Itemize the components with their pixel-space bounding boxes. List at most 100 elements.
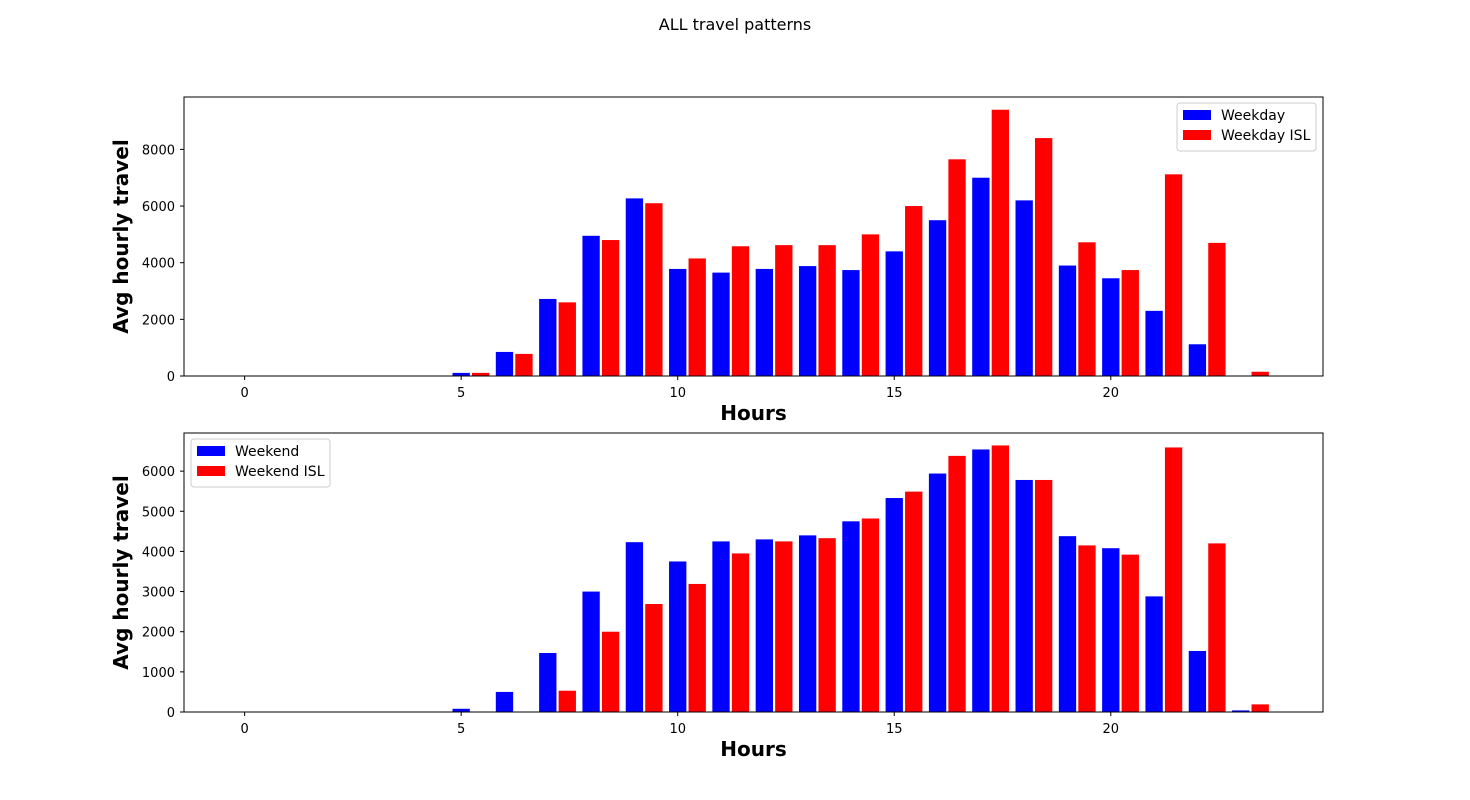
y-tick-label: 5000 <box>142 505 175 520</box>
series-weekend <box>452 449 1250 712</box>
bar-weekday-isl-9 <box>645 203 663 376</box>
legend: Weekday Weekday ISL <box>1176 102 1317 152</box>
bar-weekend-7 <box>539 652 557 712</box>
x-tick-label: 0 <box>240 386 248 401</box>
bar-weekday-17 <box>972 177 990 376</box>
bar-weekend-isl-21 <box>1164 447 1183 712</box>
x-tick-label: 20 <box>1103 722 1120 737</box>
bar-weekend-isl-8 <box>601 631 620 712</box>
figure-title: ALL travel patterns <box>659 15 811 34</box>
bar-weekend-isl-20 <box>1121 554 1139 712</box>
series-weekday <box>452 177 1207 376</box>
bar-weekday-isl-8 <box>601 240 620 376</box>
x-axis-label: Hours <box>720 401 786 425</box>
bar-weekday-16 <box>928 220 947 376</box>
bar-weekday-isl-22 <box>1208 242 1226 376</box>
bar-weekday-13 <box>798 266 817 376</box>
bar-weekday-15 <box>885 251 903 376</box>
x-tick-label: 15 <box>886 386 903 401</box>
bar-weekday-isl-19 <box>1078 242 1096 376</box>
bar-weekday-6 <box>495 351 514 376</box>
bar-weekend-isl-10 <box>688 583 706 712</box>
bar-weekend-isl-11 <box>731 553 750 712</box>
x-tick-label: 10 <box>669 386 686 401</box>
bar-weekday-isl-13 <box>818 245 836 376</box>
bar-weekend-21 <box>1145 596 1163 712</box>
bar-weekend-13 <box>798 535 817 712</box>
x-tick-label: 15 <box>886 722 903 737</box>
y-tick-label: 1000 <box>142 666 175 681</box>
y-axis-label: Avg hourly travel <box>109 139 133 333</box>
bar-weekend-isl-15 <box>905 491 923 712</box>
legend-swatch <box>1183 110 1211 120</box>
bar-weekday-19 <box>1058 265 1077 376</box>
legend-swatch <box>1183 130 1211 140</box>
bar-weekday-isl-10 <box>688 258 706 376</box>
bar-weekend-isl-12 <box>775 541 793 712</box>
bar-weekday-20 <box>1102 278 1120 376</box>
legend-swatch <box>197 446 225 456</box>
x-axis-label: Hours <box>720 737 786 761</box>
y-tick-label: 0 <box>167 370 175 385</box>
y-tick-label: 6000 <box>142 465 175 480</box>
bar-weekend-12 <box>755 539 773 712</box>
bar-weekday-isl-5 <box>471 372 490 376</box>
bar-weekday-7 <box>539 298 557 376</box>
x-tick-label: 5 <box>457 386 465 401</box>
legend-label: Weekday ISL <box>1221 128 1311 144</box>
bar-weekday-12 <box>755 268 773 376</box>
bar-weekend-isl-23 <box>1251 704 1269 712</box>
series-weekend-isl <box>558 445 1269 712</box>
bar-weekday-isl-11 <box>731 246 750 376</box>
legend-label: Weekend <box>235 444 299 460</box>
bar-weekday-isl-14 <box>861 234 880 376</box>
bar-weekday-isl-17 <box>991 109 1010 377</box>
bar-weekend-isl-22 <box>1208 543 1226 712</box>
bar-weekday-isl-6 <box>515 353 533 376</box>
y-tick-label: 3000 <box>142 586 175 601</box>
y-tick-label: 2000 <box>142 626 175 641</box>
bar-weekday-isl-20 <box>1121 270 1139 376</box>
x-tick-label: 10 <box>669 722 686 737</box>
legend-label: Weekday <box>1221 108 1285 124</box>
y-tick-label: 8000 <box>142 143 175 158</box>
bar-weekday-11 <box>712 272 730 376</box>
bar-weekend-14 <box>842 521 860 712</box>
bar-weekend-23 <box>1232 710 1250 712</box>
bar-weekday-18 <box>1015 200 1033 376</box>
bar-weekend-10 <box>669 561 687 712</box>
bar-weekend-8 <box>582 591 600 712</box>
bar-weekend-19 <box>1058 536 1077 712</box>
bar-weekend-5 <box>452 708 470 712</box>
bar-weekend-20 <box>1102 548 1120 712</box>
bar-weekend-isl-7 <box>558 690 576 712</box>
x-tick-label: 20 <box>1103 386 1120 401</box>
bar-weekday-9 <box>625 198 644 376</box>
y-axis-label: Avg hourly travel <box>109 475 133 669</box>
y-tick-label: 0 <box>167 706 175 721</box>
bar-weekend-isl-9 <box>645 604 663 712</box>
bar-weekend-18 <box>1015 479 1033 712</box>
bar-weekend-6 <box>495 691 514 712</box>
bar-weekend-isl-13 <box>818 538 836 712</box>
legend-box <box>190 438 331 488</box>
series-weekday-isl <box>471 109 1269 377</box>
bar-weekend-11 <box>712 541 730 712</box>
chart-panel-2: 0 5 10 15 20 0 1000 2000 3000 4000 5000 6000 Hours Av… <box>109 432 1324 761</box>
bar-weekend-22 <box>1188 650 1207 712</box>
bar-weekday-22 <box>1188 344 1207 376</box>
bar-weekend-isl-16 <box>948 455 966 712</box>
bar-weekday-isl-12 <box>775 245 793 376</box>
bar-weekday-isl-16 <box>948 159 966 376</box>
plot-frame <box>183 96 1324 377</box>
legend: Weekend Weekend ISL <box>190 438 331 488</box>
bar-weekend-isl-18 <box>1035 479 1053 712</box>
bar-weekday-10 <box>669 268 687 376</box>
y-tick-label: 6000 <box>142 200 175 215</box>
bar-weekday-isl-21 <box>1164 174 1183 376</box>
x-tick-label: 5 <box>457 722 465 737</box>
bar-weekday-isl-18 <box>1035 138 1053 376</box>
x-tick-label: 0 <box>240 722 248 737</box>
bar-weekend-isl-19 <box>1078 545 1096 712</box>
